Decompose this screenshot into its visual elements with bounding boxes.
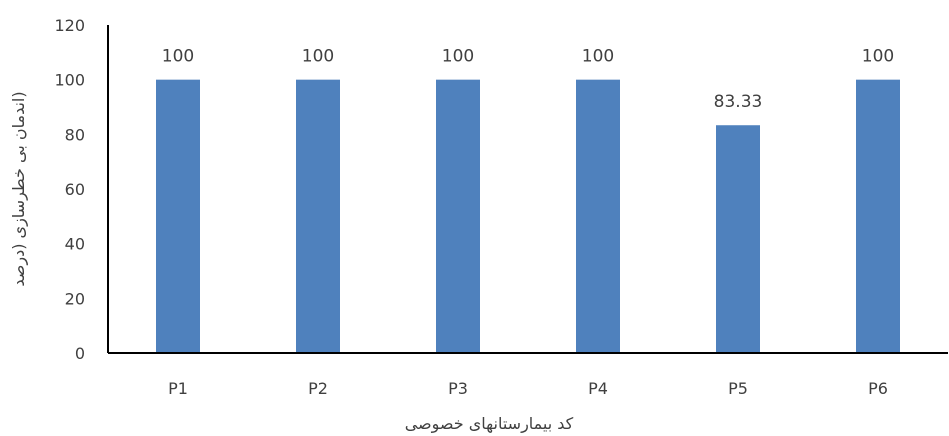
bar-p2 [296, 79, 340, 354]
y-axis-ticks: 0 20 40 60 80 100 120 [54, 16, 85, 363]
bars [156, 79, 900, 354]
y-tick-label: 20 [65, 289, 85, 308]
x-tick-label-p6: P6 [868, 379, 888, 398]
x-axis-ticks: P1 P2 P3 P4 P5 P6 [168, 379, 888, 398]
bar-p3 [436, 79, 480, 354]
y-tick-label: 120 [54, 16, 85, 35]
bar-p4 [576, 79, 620, 354]
x-tick-label-p5: P5 [728, 379, 748, 398]
y-tick-label: 40 [65, 235, 85, 254]
data-label-p5: 83.33 [714, 92, 763, 112]
bar-p5 [716, 125, 760, 354]
x-tick-label-p3: P3 [448, 379, 468, 398]
x-tick-label-p1: P1 [168, 379, 188, 398]
y-tick-label: 0 [75, 344, 85, 363]
x-tick-label-p4: P4 [588, 379, 608, 398]
data-label-p4: 100 [582, 47, 614, 67]
y-tick-label: 60 [65, 180, 85, 199]
bar-p1 [156, 79, 200, 354]
x-tick-label-p2: P2 [308, 379, 328, 398]
data-label-p2: 100 [302, 47, 334, 67]
data-label-p1: 100 [162, 47, 194, 67]
y-tick-label: 80 [65, 125, 85, 144]
bar-p6 [856, 79, 900, 354]
y-axis-title: (اندمان بی خطرسازی (درصد [9, 91, 29, 286]
data-labels: 100 100 100 100 83.33 100 [162, 47, 894, 113]
x-axis-title: کد بیمارستانهای خصوصی [405, 414, 574, 434]
data-label-p3: 100 [442, 47, 474, 67]
y-tick-label: 100 [54, 71, 85, 90]
data-label-p6: 100 [862, 47, 894, 67]
